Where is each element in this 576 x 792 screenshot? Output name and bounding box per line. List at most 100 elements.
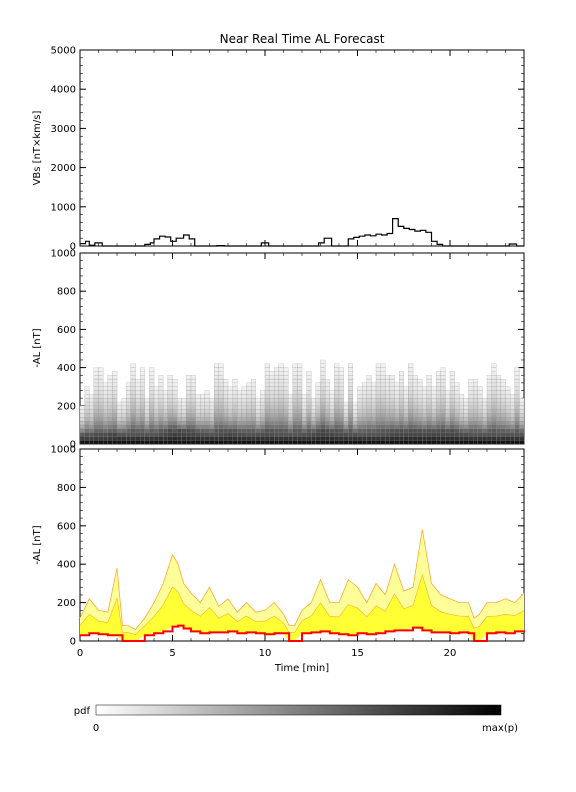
pdf-cell <box>98 398 104 403</box>
pdf-cell <box>375 436 381 441</box>
pdf-cell <box>338 409 344 414</box>
pdf-cell <box>422 401 428 406</box>
pdf-cell <box>190 417 196 422</box>
pdf-cell <box>436 421 441 426</box>
pdf-cell <box>204 440 210 445</box>
pdf-cell <box>140 401 145 406</box>
pdf-cell <box>264 371 270 376</box>
pdf-cell <box>135 409 141 414</box>
pdf-cell <box>459 394 465 399</box>
pdf-cell <box>214 398 219 403</box>
pdf-cell <box>486 394 492 399</box>
pdf-cell <box>121 440 127 445</box>
pdf-cell <box>204 428 210 433</box>
pdf-cell <box>417 417 423 422</box>
pdf-cell <box>436 417 441 422</box>
pdf-cell <box>93 379 99 384</box>
pdf-cell <box>417 398 423 403</box>
pdf-cell <box>209 413 215 418</box>
pdf-cell <box>241 401 247 406</box>
pdf-cell <box>394 401 400 406</box>
pdf-cell <box>130 398 136 403</box>
pdf-cell <box>223 379 229 384</box>
pdf-cell <box>251 401 256 406</box>
pdf-cell <box>98 436 104 441</box>
pdf-cell <box>227 436 233 441</box>
pdf-cell <box>232 424 238 429</box>
pdf-cell <box>486 421 492 426</box>
pdf-cell <box>140 409 145 414</box>
pdf-cell <box>445 432 451 437</box>
pdf-cell <box>449 371 455 376</box>
pdf-cell <box>218 436 224 441</box>
pdf-cell <box>98 409 104 414</box>
pdf-cell <box>89 424 95 429</box>
pdf-cell <box>158 413 164 418</box>
pdf-cell <box>102 394 108 399</box>
pdf-cell <box>343 436 349 441</box>
pdf-cell <box>500 386 506 391</box>
pdf-cell <box>93 440 99 445</box>
pdf-cell <box>255 401 261 406</box>
pdf-cell <box>491 367 497 372</box>
pdf-cell <box>454 401 460 406</box>
pdf-cell <box>403 409 409 414</box>
pdf-cell <box>200 421 206 426</box>
pdf-cell <box>473 413 478 418</box>
pdf-cell <box>315 386 321 391</box>
pdf-cell <box>98 405 104 410</box>
pdf-cell <box>297 394 303 399</box>
pdf-cell <box>491 379 497 384</box>
pdf-cell <box>491 432 497 437</box>
pdf-cell <box>255 432 261 437</box>
pdf-cell <box>449 436 455 441</box>
pdf-cell <box>459 428 465 433</box>
pdf-cell <box>274 379 280 384</box>
pdf-cell <box>144 401 150 406</box>
pdf-cell <box>140 417 145 422</box>
pdf-cell <box>93 432 99 437</box>
y-tick-label: 800 <box>57 287 76 298</box>
pdf-cell <box>167 405 173 410</box>
pdf-cell <box>144 440 150 445</box>
pdf-cell <box>260 413 266 418</box>
pdf-cell <box>473 390 478 395</box>
pdf-cell <box>89 421 95 426</box>
pdf-cell <box>482 440 488 445</box>
pdf-cell <box>496 401 502 406</box>
pdf-cell <box>371 424 377 429</box>
pdf-cell <box>385 398 391 403</box>
pdf-cell <box>274 405 280 410</box>
pdf-cell <box>255 398 261 403</box>
pdf-cell <box>214 382 219 387</box>
pdf-cell <box>422 432 428 437</box>
pdf-cell <box>209 421 215 426</box>
pdf-cell <box>338 405 344 410</box>
pdf-cell <box>246 409 252 414</box>
pdf-cell <box>241 386 247 391</box>
pdf-cell <box>325 432 330 437</box>
pdf-cell <box>334 390 340 395</box>
pdf-cell <box>440 440 446 445</box>
pdf-cell <box>422 440 428 445</box>
pdf-cell <box>232 382 238 387</box>
pdf-cell <box>149 417 155 422</box>
pdf-cell <box>251 394 256 399</box>
pdf-cell <box>491 375 497 380</box>
pdf-cell <box>278 413 284 418</box>
pdf-cell <box>269 428 275 433</box>
pdf-cell <box>130 417 136 422</box>
pdf-cell <box>449 379 455 384</box>
pdf-cell <box>468 398 474 403</box>
pdf-cell <box>264 405 270 410</box>
pdf-cell <box>449 401 455 406</box>
pdf-cell <box>371 417 377 422</box>
pdf-cell <box>181 424 187 429</box>
pdf-cell <box>505 409 511 414</box>
pdf-cell <box>283 390 289 395</box>
pdf-cell <box>149 390 155 395</box>
pdf-cell <box>158 436 164 441</box>
pdf-cell <box>496 424 502 429</box>
pdf-cell <box>371 405 377 410</box>
pdf-cell <box>491 394 497 399</box>
